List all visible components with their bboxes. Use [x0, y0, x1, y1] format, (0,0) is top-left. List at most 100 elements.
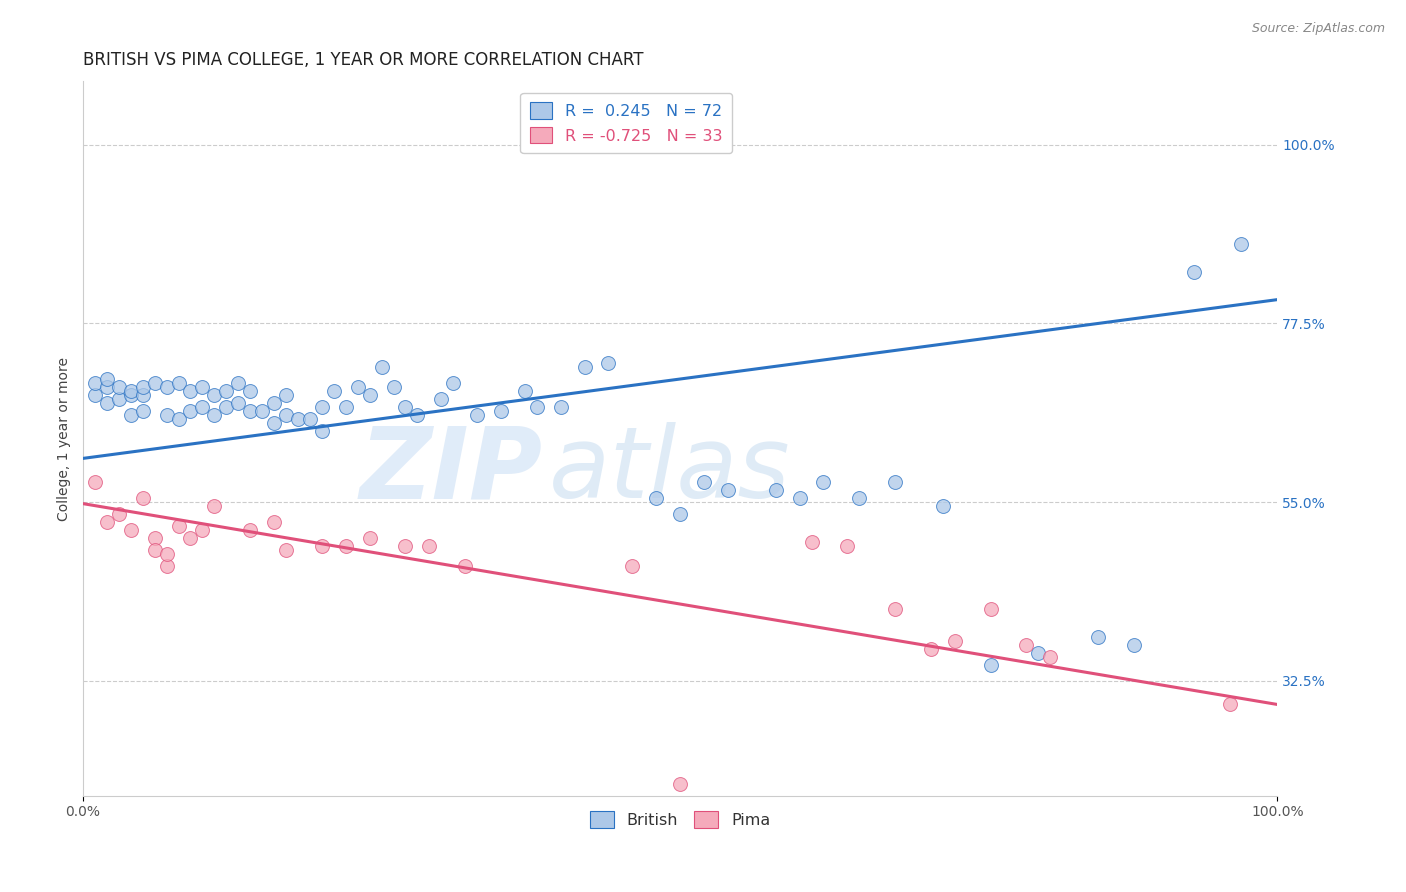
- Point: [191, 400, 214, 414]
- Point: [1182, 265, 1205, 279]
- Point: [179, 403, 201, 417]
- Point: [108, 507, 131, 521]
- Point: [202, 388, 225, 402]
- Point: [980, 602, 1002, 616]
- Point: [406, 408, 429, 422]
- Point: [250, 403, 273, 417]
- Point: [932, 499, 955, 513]
- Point: [239, 523, 262, 537]
- Point: [813, 475, 835, 490]
- Point: [108, 380, 131, 394]
- Point: [884, 602, 907, 616]
- Point: [454, 558, 477, 573]
- Point: [789, 491, 811, 505]
- Point: [430, 392, 453, 406]
- Point: [191, 380, 214, 394]
- Point: [131, 388, 153, 402]
- Point: [155, 547, 177, 561]
- Point: [884, 475, 907, 490]
- Point: [382, 380, 405, 394]
- Y-axis label: College, 1 year or more: College, 1 year or more: [58, 357, 72, 521]
- Point: [465, 408, 488, 422]
- Point: [322, 384, 344, 398]
- Point: [84, 475, 107, 490]
- Point: [359, 388, 381, 402]
- Point: [513, 384, 536, 398]
- Point: [693, 475, 716, 490]
- Point: [143, 542, 166, 557]
- Point: [155, 558, 177, 573]
- Point: [167, 411, 190, 425]
- Point: [96, 515, 118, 529]
- Point: [226, 396, 249, 410]
- Point: [418, 539, 440, 553]
- Point: [765, 483, 787, 497]
- Point: [120, 384, 142, 398]
- Point: [143, 376, 166, 390]
- Text: Source: ZipAtlas.com: Source: ZipAtlas.com: [1251, 22, 1385, 36]
- Point: [84, 388, 107, 402]
- Text: atlas: atlas: [548, 422, 790, 519]
- Point: [274, 408, 297, 422]
- Point: [1123, 638, 1146, 652]
- Point: [274, 388, 297, 402]
- Point: [179, 384, 201, 398]
- Text: BRITISH VS PIMA COLLEGE, 1 YEAR OR MORE CORRELATION CHART: BRITISH VS PIMA COLLEGE, 1 YEAR OR MORE …: [83, 51, 644, 69]
- Point: [120, 523, 142, 537]
- Point: [131, 380, 153, 394]
- Point: [848, 491, 870, 505]
- Point: [167, 519, 190, 533]
- Point: [239, 384, 262, 398]
- Point: [717, 483, 740, 497]
- Point: [263, 416, 285, 430]
- Point: [263, 515, 285, 529]
- Point: [191, 523, 214, 537]
- Point: [179, 531, 201, 545]
- Point: [335, 400, 357, 414]
- Point: [526, 400, 548, 414]
- Point: [370, 360, 392, 375]
- Point: [1230, 237, 1253, 252]
- Point: [298, 411, 321, 425]
- Point: [143, 531, 166, 545]
- Point: [1039, 649, 1062, 664]
- Point: [1015, 638, 1038, 652]
- Point: [574, 360, 596, 375]
- Point: [84, 376, 107, 390]
- Point: [837, 539, 859, 553]
- Point: [621, 558, 644, 573]
- Point: [108, 392, 131, 406]
- Point: [394, 539, 416, 553]
- Point: [167, 376, 190, 390]
- Point: [202, 408, 225, 422]
- Point: [120, 408, 142, 422]
- Point: [550, 400, 572, 414]
- Point: [1218, 698, 1240, 712]
- Point: [263, 396, 285, 410]
- Legend: British, Pima: British, Pima: [583, 805, 776, 834]
- Point: [1087, 630, 1109, 644]
- Point: [120, 388, 142, 402]
- Point: [441, 376, 464, 390]
- Point: [346, 380, 368, 394]
- Point: [489, 403, 512, 417]
- Point: [335, 539, 357, 553]
- Point: [155, 380, 177, 394]
- Point: [1028, 646, 1050, 660]
- Point: [598, 356, 620, 370]
- Point: [131, 491, 153, 505]
- Point: [215, 400, 238, 414]
- Point: [645, 491, 668, 505]
- Point: [239, 403, 262, 417]
- Point: [669, 777, 692, 791]
- Point: [359, 531, 381, 545]
- Point: [311, 400, 333, 414]
- Point: [96, 372, 118, 386]
- Point: [920, 641, 942, 656]
- Point: [202, 499, 225, 513]
- Text: ZIP: ZIP: [360, 422, 543, 519]
- Point: [980, 657, 1002, 672]
- Point: [215, 384, 238, 398]
- Point: [96, 380, 118, 394]
- Point: [943, 634, 966, 648]
